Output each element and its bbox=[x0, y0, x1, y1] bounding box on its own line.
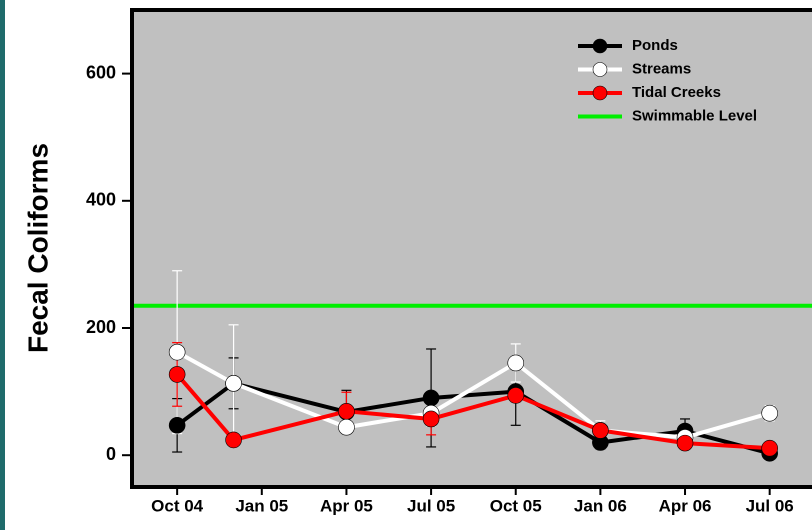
y-tick-label: 0 bbox=[106, 444, 116, 464]
y-tick-label: 400 bbox=[86, 190, 116, 210]
legend-label: Tidal Creeks bbox=[632, 84, 721, 101]
x-tick-label: Apr 06 bbox=[659, 496, 712, 515]
x-tick-label: Jan 06 bbox=[574, 496, 627, 515]
x-tick-label: Oct 05 bbox=[490, 496, 542, 515]
data-point bbox=[168, 343, 186, 361]
legend: Ponds Streams Tidal Creeks Swimmable Level bbox=[578, 37, 757, 124]
plot-border bbox=[130, 8, 812, 489]
legend-label: Swimmable Level bbox=[632, 107, 757, 124]
data-point bbox=[761, 439, 778, 457]
data-point bbox=[507, 354, 525, 372]
x-tick-label: Jul 05 bbox=[407, 496, 455, 515]
data-point bbox=[507, 387, 525, 404]
data-point bbox=[338, 418, 355, 436]
y-tick-label: 200 bbox=[86, 317, 116, 337]
data-point bbox=[422, 389, 440, 407]
data-point bbox=[225, 375, 242, 392]
data-point bbox=[338, 403, 355, 420]
data-point bbox=[761, 404, 778, 422]
x-tick-label: Jul 06 bbox=[746, 496, 794, 515]
series-line bbox=[175, 381, 771, 456]
x-tick-label: Apr 05 bbox=[320, 496, 373, 515]
data-point bbox=[592, 422, 609, 439]
y-tick-label: 600 bbox=[86, 62, 116, 82]
data-point bbox=[168, 417, 186, 434]
x-tick-label: Oct 04 bbox=[151, 496, 204, 515]
y-axis-label: Fecal Coliforms bbox=[22, 143, 53, 353]
legend-label: Streams bbox=[632, 60, 691, 77]
series-line bbox=[175, 373, 770, 451]
edge-strip bbox=[0, 0, 5, 530]
legend-marker bbox=[592, 62, 608, 77]
data-point bbox=[225, 431, 242, 449]
series-line bbox=[176, 350, 771, 440]
x-tick-label: Jan 05 bbox=[235, 496, 288, 515]
data-point bbox=[676, 434, 694, 452]
legend-marker bbox=[592, 38, 608, 54]
legend-marker bbox=[592, 85, 608, 101]
data-point bbox=[168, 366, 186, 383]
legend-label: Ponds bbox=[632, 37, 678, 54]
data-point bbox=[422, 410, 440, 428]
